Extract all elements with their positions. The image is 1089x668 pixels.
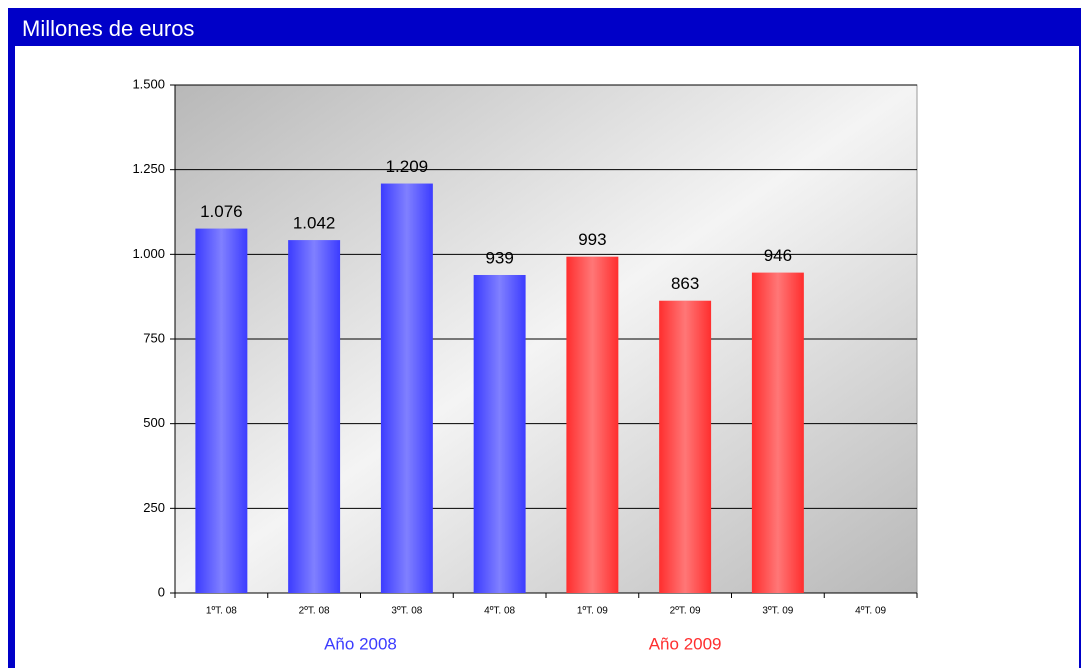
header bbox=[9, 9, 1080, 46]
value-label: 1.076 bbox=[200, 202, 243, 221]
bar bbox=[566, 256, 619, 593]
value-label: 1.209 bbox=[386, 157, 429, 176]
y-tick-label: 250 bbox=[143, 500, 165, 515]
value-label: 939 bbox=[485, 248, 513, 267]
x-tick-label: 4ºT. 08 bbox=[484, 606, 515, 617]
x-tick-label: 4ºT. 09 bbox=[855, 606, 886, 617]
value-label: 993 bbox=[578, 230, 606, 249]
y-tick-label: 1.000 bbox=[132, 246, 165, 261]
bar bbox=[288, 240, 341, 594]
x-tick-label: 2ºT. 09 bbox=[670, 606, 701, 617]
bar bbox=[380, 183, 433, 593]
x-tick-label: 2ºT. 08 bbox=[299, 606, 330, 617]
y-tick-label: 500 bbox=[143, 415, 165, 430]
frame-left bbox=[9, 9, 15, 668]
group-label: Año 2008 bbox=[324, 634, 397, 653]
x-tick-label: 1ºT. 09 bbox=[577, 606, 608, 617]
value-label: 946 bbox=[764, 246, 792, 265]
y-tick-label: 0 bbox=[158, 584, 165, 599]
y-tick-label: 750 bbox=[143, 330, 165, 345]
bar bbox=[195, 228, 248, 593]
value-label: 1.042 bbox=[293, 214, 336, 233]
x-tick-label: 3ºT. 08 bbox=[391, 606, 422, 617]
y-tick-label: 1.250 bbox=[132, 161, 165, 176]
x-tick-label: 3ºT. 09 bbox=[762, 606, 793, 617]
x-tick-label: 1ºT. 08 bbox=[206, 606, 237, 617]
group-label: Año 2009 bbox=[649, 634, 722, 653]
bar bbox=[751, 272, 804, 593]
y-tick-label: 1.500 bbox=[132, 76, 165, 91]
bar bbox=[659, 300, 712, 593]
value-label: 863 bbox=[671, 274, 699, 293]
bar bbox=[473, 274, 526, 593]
chart-title: Millones de euros bbox=[22, 16, 194, 41]
